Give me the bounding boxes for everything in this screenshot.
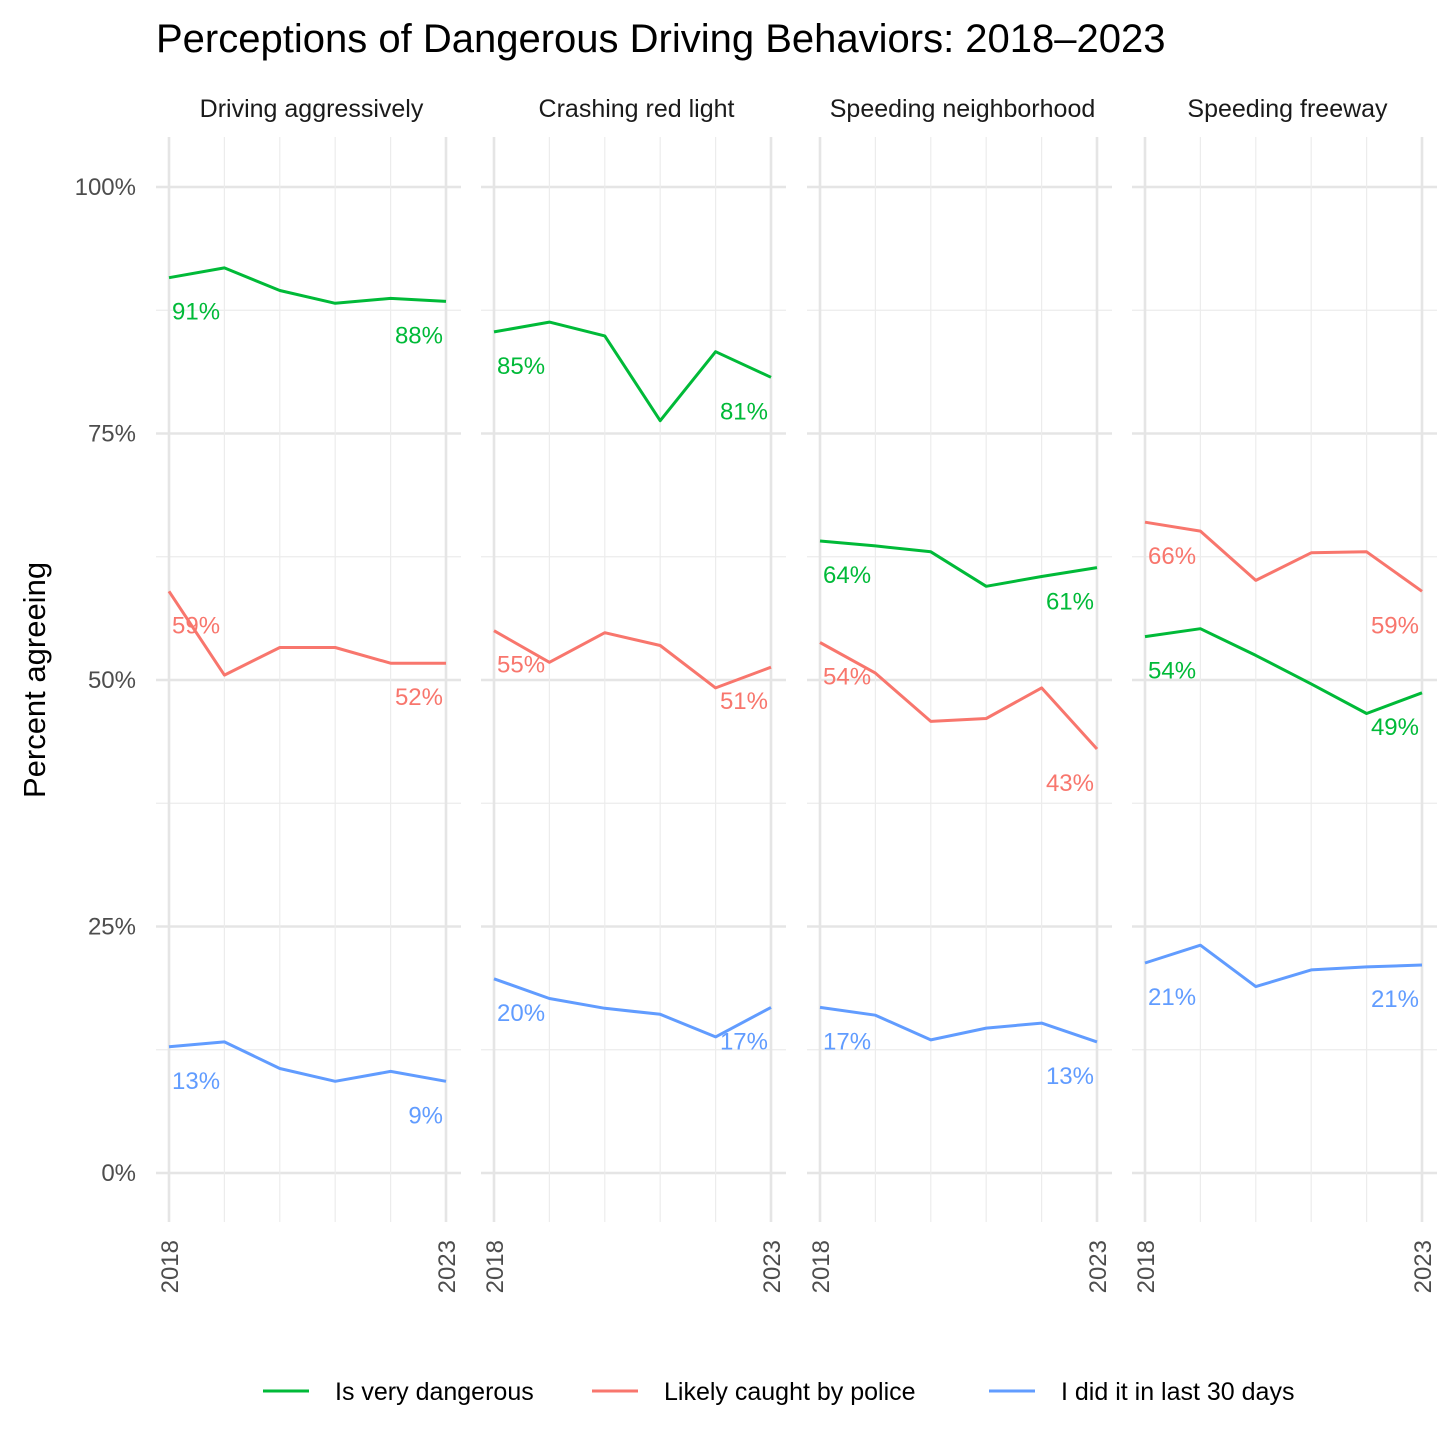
series-line-did <box>493 977 772 1039</box>
y-axis-ticks: 0% 25% 50% 75% 100% <box>75 174 136 1187</box>
x-tick-label: 2018 <box>1133 1240 1160 1293</box>
gridlines <box>1132 137 1437 1222</box>
gridlines <box>807 137 1112 1222</box>
series-line-police <box>1144 520 1423 593</box>
data-label-start: 17% <box>823 1028 871 1055</box>
legend-label: Is very dangerous <box>335 1378 534 1406</box>
data-label-end: 52% <box>395 684 443 711</box>
data-label-end: 81% <box>720 398 768 425</box>
data-label-end: 21% <box>1371 986 1419 1013</box>
legend-label: Likely caught by police <box>664 1378 916 1406</box>
legend: Is very dangerous Likely caught by police… <box>263 1378 1294 1406</box>
data-label-start: 85% <box>497 353 545 380</box>
facet-strip-title: Speeding freeway <box>1187 95 1388 123</box>
x-tick-label: 2018 <box>808 1240 835 1293</box>
data-label-end: 9% <box>408 1102 443 1129</box>
gridlines <box>481 137 786 1222</box>
facet-panel: Speeding neighborhood 64% 61% 54% 43% 17% 13% 2… <box>807 95 1112 1293</box>
data-label-start: 13% <box>172 1068 220 1095</box>
series-line-danger <box>1144 627 1423 715</box>
facet-panel: Driving aggressively 91% 88% 59% 52% 13% 9% 201… <box>156 95 461 1293</box>
x-tick-label: 2023 <box>1410 1240 1437 1293</box>
data-label-start: 20% <box>497 1000 545 1027</box>
data-label-end: 61% <box>1046 589 1094 616</box>
series-line-did <box>168 1040 447 1083</box>
data-label-start: 55% <box>497 652 545 679</box>
y-tick-label: 50% <box>88 667 136 694</box>
data-label-end: 13% <box>1046 1063 1094 1090</box>
series-line-police <box>819 641 1099 751</box>
series-line-danger <box>819 539 1098 588</box>
facet-panel: Crashing red light 85% 81% 55% 51% 20% 17% 2018… <box>481 95 786 1293</box>
chart-title: Perceptions of Dangerous Driving Behavio… <box>156 17 1166 61</box>
legend-item-did: I did it in last 30 days <box>989 1378 1294 1406</box>
x-tick-label: 2023 <box>759 1240 786 1293</box>
legend-item-danger: Is very dangerous <box>263 1378 534 1406</box>
series-line-danger <box>168 266 447 305</box>
x-tick-label: 2018 <box>482 1240 509 1293</box>
y-tick-label: 0% <box>101 1160 136 1187</box>
legend-label: I did it in last 30 days <box>1061 1378 1294 1406</box>
data-label-end: 51% <box>720 688 768 715</box>
x-tick-label: 2018 <box>157 1240 184 1293</box>
data-label-end: 49% <box>1371 714 1419 741</box>
series-line-did <box>1144 943 1423 989</box>
y-tick-label: 100% <box>75 174 136 201</box>
data-label-start: 54% <box>1148 658 1196 685</box>
data-label-end: 43% <box>1046 770 1094 797</box>
y-tick-label: 25% <box>88 914 136 941</box>
data-label-start: 91% <box>172 299 220 326</box>
series-line-police <box>167 590 446 677</box>
y-tick-label: 75% <box>88 421 136 448</box>
data-label-start: 21% <box>1148 984 1196 1011</box>
data-label-start: 66% <box>1148 543 1196 570</box>
y-axis-title: Percent agreeing <box>17 562 52 798</box>
data-label-start: 54% <box>823 664 871 691</box>
data-label-end: 88% <box>395 322 443 349</box>
facet-panels: Driving aggressively 91% 88% 59% 52% 13% 9% 201… <box>156 95 1437 1293</box>
series-line-police <box>493 629 772 690</box>
facet-strip-title: Driving aggressively <box>200 95 424 123</box>
legend-item-police: Likely caught by police <box>592 1378 916 1406</box>
series-line-danger <box>493 320 772 423</box>
facet-panel: Speeding freeway 54% 49% 66% 59% 21% 21% 2018 20… <box>1132 95 1437 1293</box>
x-tick-label: 2023 <box>1085 1240 1112 1293</box>
facet-strip-title: Speeding neighborhood <box>830 95 1096 123</box>
x-tick-label: 2023 <box>434 1240 461 1293</box>
data-label-end: 59% <box>1371 612 1419 639</box>
data-label-start: 59% <box>172 612 220 639</box>
data-label-start: 64% <box>823 562 871 589</box>
data-label-end: 17% <box>720 1028 768 1055</box>
series-line-did <box>819 1005 1098 1044</box>
gridlines <box>156 137 461 1222</box>
facet-strip-title: Crashing red light <box>539 95 735 123</box>
